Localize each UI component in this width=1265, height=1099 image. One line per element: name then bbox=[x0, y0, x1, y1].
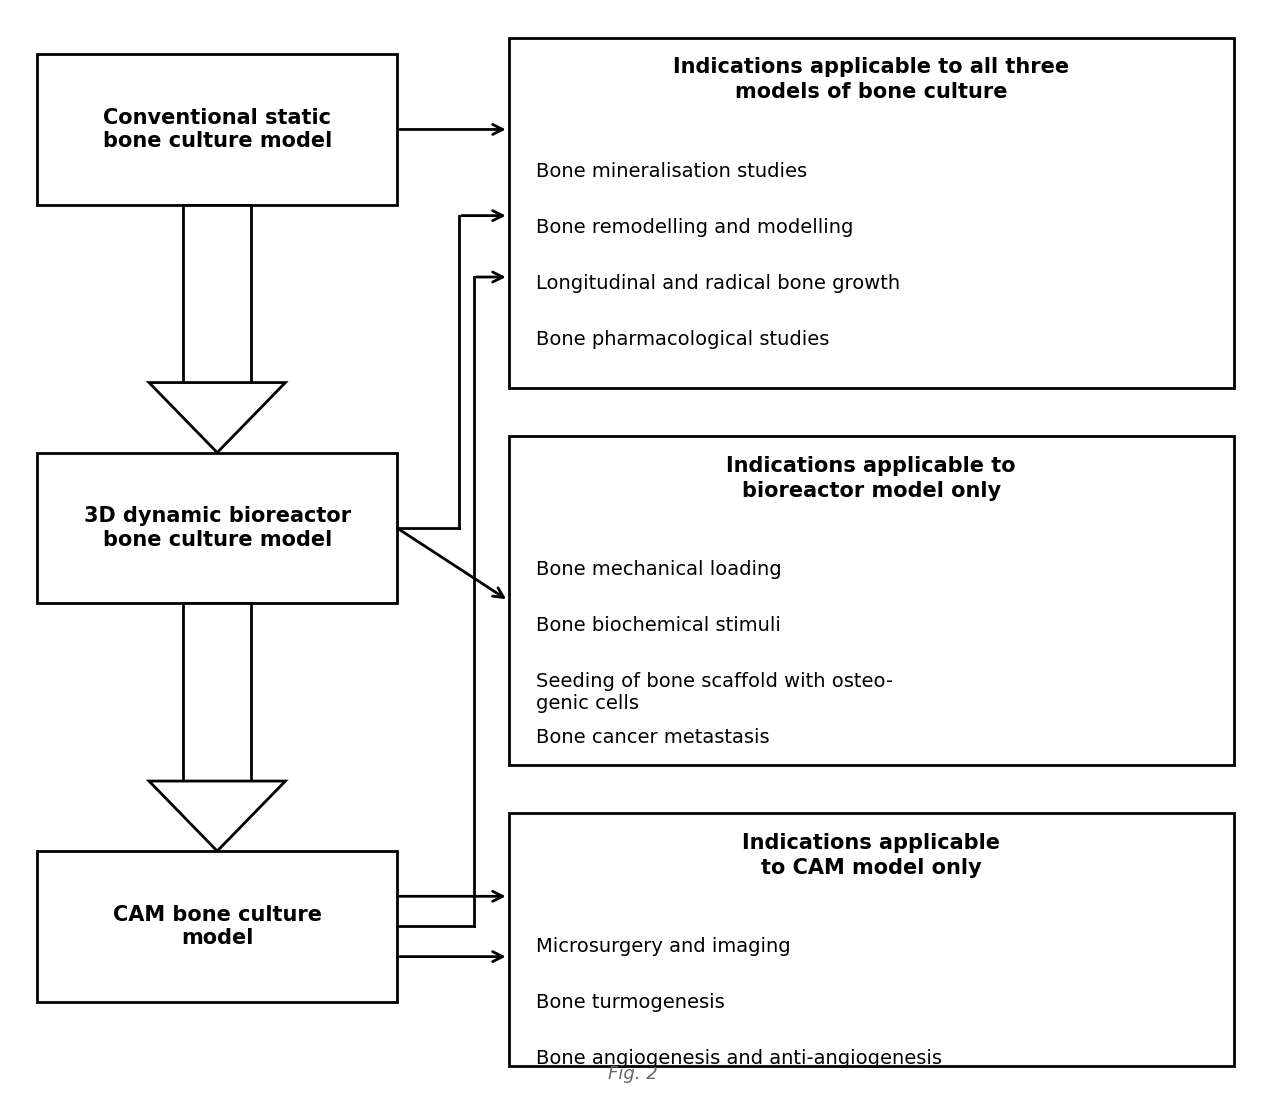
Text: Conventional static
bone culture model: Conventional static bone culture model bbox=[102, 108, 331, 151]
Text: Longitudinal and radical bone growth: Longitudinal and radical bone growth bbox=[536, 274, 899, 292]
Text: Indications applicable to all three
models of bone culture: Indications applicable to all three mode… bbox=[673, 57, 1069, 102]
Text: Bone pharmacological studies: Bone pharmacological studies bbox=[536, 330, 829, 348]
Bar bbox=[38, 851, 397, 1002]
Text: Bone turmogenesis: Bone turmogenesis bbox=[536, 993, 725, 1012]
Bar bbox=[183, 603, 252, 781]
Polygon shape bbox=[149, 781, 286, 851]
Text: Bone remodelling and modelling: Bone remodelling and modelling bbox=[536, 218, 853, 236]
Bar bbox=[38, 54, 397, 204]
Text: Bone mechanical loading: Bone mechanical loading bbox=[536, 560, 782, 579]
Bar bbox=[509, 436, 1233, 765]
Text: Bone mineralisation studies: Bone mineralisation studies bbox=[536, 162, 807, 180]
Text: Indications applicable to
bioreactor model only: Indications applicable to bioreactor mod… bbox=[726, 456, 1016, 501]
Bar bbox=[509, 37, 1233, 388]
Text: Indications applicable
to CAM model only: Indications applicable to CAM model only bbox=[743, 833, 1001, 878]
Text: CAM bone culture
model: CAM bone culture model bbox=[113, 904, 321, 948]
Text: Microsurgery and imaging: Microsurgery and imaging bbox=[536, 937, 791, 956]
Bar bbox=[509, 813, 1233, 1066]
Text: Bone biochemical stimuli: Bone biochemical stimuli bbox=[536, 617, 781, 635]
Text: Bone angiogenesis and anti-angiogenesis: Bone angiogenesis and anti-angiogenesis bbox=[536, 1050, 942, 1068]
Bar bbox=[38, 453, 397, 603]
Text: Seeding of bone scaffold with osteo-
genic cells: Seeding of bone scaffold with osteo- gen… bbox=[536, 673, 893, 713]
Text: Fig. 2: Fig. 2 bbox=[607, 1065, 658, 1083]
Text: Bone cancer metastasis: Bone cancer metastasis bbox=[536, 729, 769, 747]
Text: 3D dynamic bioreactor
bone culture model: 3D dynamic bioreactor bone culture model bbox=[83, 507, 350, 550]
Bar bbox=[183, 204, 252, 382]
Polygon shape bbox=[149, 382, 286, 453]
